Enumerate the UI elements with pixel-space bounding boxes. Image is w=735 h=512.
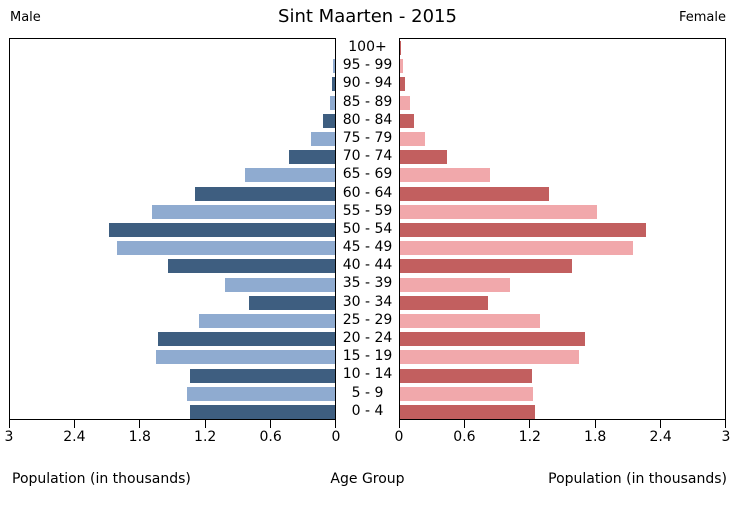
x-tick-label: 0.6: [259, 429, 282, 445]
age-group-label: 70 - 74: [342, 148, 393, 165]
age-group-label: 55 - 59: [342, 202, 393, 219]
female-bar-20-24: [400, 332, 586, 347]
female-bar-70-74: [400, 150, 447, 165]
female-bar-100+: [400, 41, 402, 56]
male-bar-80-84: [323, 113, 335, 128]
male-x-axis: 3 2.4 1.8 1.2 0.6 0: [5, 420, 340, 450]
female-bar-45-49: [400, 241, 634, 256]
chart-title: Sint Maarten - 2015: [278, 6, 457, 27]
male-bar-40-44: [168, 259, 335, 274]
female-bar-75-79: [400, 132, 426, 147]
x-tick-mark: [660, 420, 662, 428]
x-tick-mark: [399, 420, 401, 428]
female-side-label: Female: [678, 10, 726, 25]
x-tick-mark: [724, 420, 726, 428]
age-group-caption: Age Group: [330, 471, 405, 487]
male-bar-10-14: [190, 368, 335, 383]
female-bar-80-84: [400, 113, 415, 128]
x-tick-mark: [73, 420, 75, 428]
male-bar-50-54: [109, 223, 335, 237]
male-bar-45-49: [117, 241, 335, 256]
x-tick-mark: [463, 420, 465, 428]
age-group-label: 100+: [348, 39, 387, 55]
male-bar-70-74: [289, 150, 335, 165]
age-group-label: 40 - 44: [342, 257, 393, 274]
female-bar-50-54: [400, 223, 647, 237]
female-bar-5-9: [400, 386, 533, 401]
female-bar-35-39: [400, 277, 511, 292]
female-bar-60-64: [400, 186, 550, 201]
male-bar-30-34: [248, 295, 335, 310]
male-bar-20-24: [158, 332, 335, 347]
female-bar-85-89: [400, 95, 410, 110]
age-group-label: 0 - 4: [351, 402, 384, 419]
x-tick-mark: [204, 420, 206, 428]
age-group-label: 65 - 69: [342, 166, 393, 183]
male-bar-25-29: [198, 313, 335, 328]
age-group-label: 5 - 9: [351, 384, 384, 401]
x-tick-label: 1.2: [194, 429, 217, 445]
male-bar-75-79: [311, 132, 335, 147]
male-bar-85-89: [329, 95, 335, 110]
age-group-label: 85 - 89: [342, 93, 393, 110]
female-bar-65-69: [400, 168, 491, 183]
age-group-label: 80 - 84: [342, 111, 393, 128]
x-tick-mark: [529, 420, 531, 428]
male-bar-15-19: [156, 350, 335, 365]
male-bar-65-69: [244, 168, 335, 183]
age-group-label: 15 - 19: [342, 348, 393, 365]
age-group-label: 90 - 94: [342, 75, 393, 92]
x-tick-label: 0: [331, 429, 341, 445]
x-tick-label: 3: [4, 429, 14, 445]
female-bar-10-14: [400, 368, 532, 383]
female-bar-0-4: [400, 404, 536, 419]
female-bar-25-29: [400, 313, 540, 328]
female-x-axis: 0 0.6 1.2 1.8 2.4 3: [395, 420, 730, 450]
x-tick-label: 0.6: [453, 429, 476, 445]
x-tick-label: 3: [721, 429, 731, 445]
age-group-label: 20 - 24: [342, 330, 393, 347]
age-group-label: 45 - 49: [342, 239, 393, 256]
x-tick-mark: [334, 420, 336, 428]
age-group-label: 95 - 99: [342, 57, 393, 74]
age-group-label: 10 - 14: [342, 366, 393, 383]
female-plot-area: [399, 38, 726, 420]
male-axis-caption: Population (in thousands): [12, 471, 191, 487]
x-tick-mark: [594, 420, 596, 428]
x-tick-label: 1.8: [128, 429, 151, 445]
x-tick-label: 1.8: [584, 429, 607, 445]
x-tick-mark: [270, 420, 272, 428]
age-group-label: 25 - 29: [342, 311, 393, 328]
age-group-label: 30 - 34: [342, 293, 393, 310]
male-bar-90-94: [331, 77, 335, 92]
x-tick-mark: [139, 420, 141, 428]
x-tick-label: 0: [394, 429, 404, 445]
male-bar-35-39: [224, 277, 335, 292]
female-bar-15-19: [400, 350, 579, 365]
x-tick-label: 1.2: [518, 429, 541, 445]
male-bar-95-99: [332, 59, 335, 74]
age-group-label: 75 - 79: [342, 129, 393, 146]
female-bar-90-94: [400, 77, 406, 92]
age-group-label: 60 - 64: [342, 184, 393, 201]
male-bar-5-9: [186, 386, 335, 401]
female-axis-caption: Population (in thousands): [548, 471, 727, 487]
female-bar-95-99: [400, 59, 404, 74]
x-tick-mark: [9, 420, 11, 428]
female-bar-30-34: [400, 295, 489, 310]
age-group-axis: 100+ 95 - 99 90 - 94 85 - 89 80 - 84 75 - 79 7…: [336, 38, 399, 420]
age-group-label: 35 - 39: [342, 275, 393, 292]
age-group-label: 50 - 54: [342, 220, 393, 237]
x-tick-label: 2.4: [649, 429, 672, 445]
male-bar-60-64: [195, 186, 335, 201]
male-bar-0-4: [190, 404, 335, 419]
male-bar-55-59: [151, 204, 335, 219]
female-bar-40-44: [400, 259, 573, 274]
female-bar-55-59: [400, 204, 598, 219]
male-side-label: Male: [10, 10, 41, 25]
x-tick-label: 2.4: [63, 429, 86, 445]
male-plot-area: [9, 38, 336, 420]
